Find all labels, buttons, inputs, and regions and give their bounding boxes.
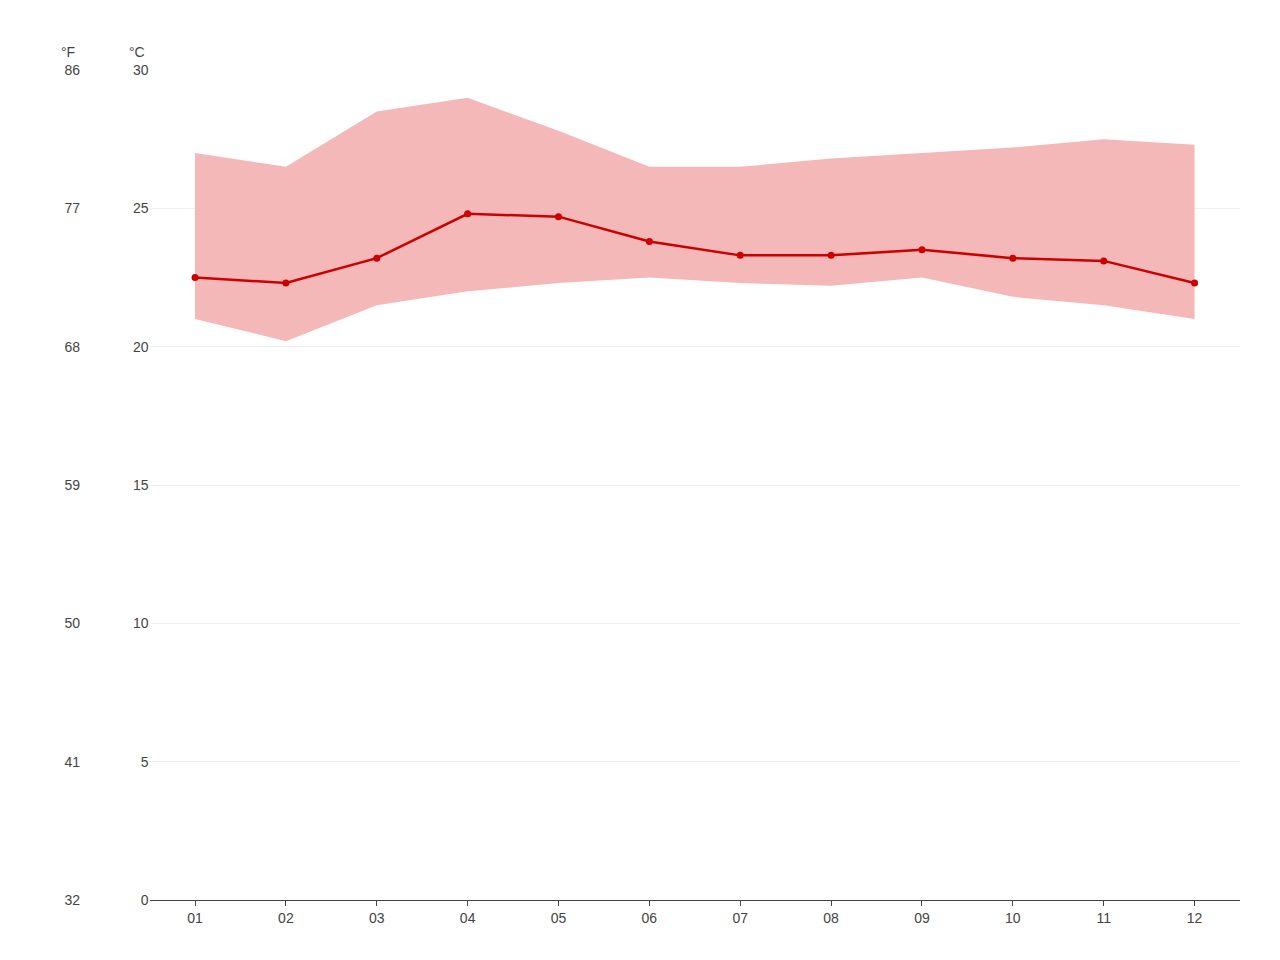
svg-text:86: 86 bbox=[64, 62, 80, 78]
svg-text:10: 10 bbox=[1005, 910, 1021, 926]
svg-text:06: 06 bbox=[642, 910, 658, 926]
svg-text:68: 68 bbox=[64, 339, 80, 355]
svg-text:32: 32 bbox=[64, 892, 80, 908]
svg-text:25: 25 bbox=[133, 200, 149, 216]
svg-text:41: 41 bbox=[64, 754, 80, 770]
svg-text:0: 0 bbox=[141, 892, 149, 908]
svg-text:°C: °C bbox=[129, 44, 145, 60]
svg-text:12: 12 bbox=[1187, 910, 1203, 926]
svg-text:15: 15 bbox=[133, 477, 149, 493]
svg-text:11: 11 bbox=[1096, 910, 1111, 926]
svg-text:10: 10 bbox=[133, 615, 149, 631]
svg-text:02: 02 bbox=[278, 910, 294, 926]
svg-text:5: 5 bbox=[141, 754, 149, 770]
svg-text:30: 30 bbox=[133, 62, 149, 78]
svg-text:09: 09 bbox=[914, 910, 930, 926]
svg-text:07: 07 bbox=[732, 910, 748, 926]
svg-text:20: 20 bbox=[133, 339, 149, 355]
svg-text:01: 01 bbox=[187, 910, 203, 926]
svg-text:50: 50 bbox=[64, 615, 80, 631]
svg-text:59: 59 bbox=[64, 477, 80, 493]
svg-text:°F: °F bbox=[61, 44, 75, 60]
svg-text:08: 08 bbox=[823, 910, 839, 926]
svg-text:05: 05 bbox=[551, 910, 567, 926]
svg-text:77: 77 bbox=[64, 200, 80, 216]
svg-text:03: 03 bbox=[369, 910, 385, 926]
svg-text:04: 04 bbox=[460, 910, 476, 926]
